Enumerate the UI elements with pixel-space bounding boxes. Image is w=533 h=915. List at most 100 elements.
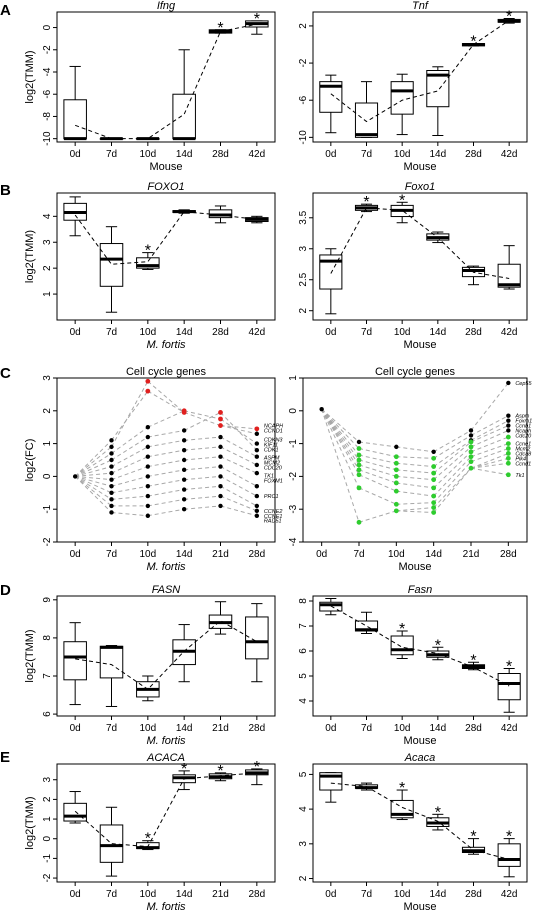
- data-point-highlight: [468, 444, 474, 450]
- data-point-highlight: [393, 501, 399, 507]
- connector-line: [396, 475, 434, 481]
- box-14d: [172, 624, 196, 683]
- chart-d-left: FASN 6 7 8 9 log2(TMM) 0d 7d 10d 14d 21d 28d M. fort…: [24, 584, 276, 747]
- x-tick-label: 0d: [70, 149, 81, 160]
- x-tick-label: 28d: [465, 723, 482, 734]
- data-point-highlight: [393, 480, 399, 486]
- gene-label: Ncaph: [515, 428, 531, 434]
- plot-frame: [56, 377, 276, 543]
- chart-title: Fasn: [408, 584, 432, 596]
- data-point-highlight: [356, 457, 362, 463]
- x-tick-label: 0d: [316, 549, 327, 560]
- y-tick-label: 8: [42, 635, 53, 641]
- data-point-highlight: [393, 454, 399, 460]
- y-tick-label: -8: [42, 112, 53, 121]
- x-axis-label: M. fortis: [146, 735, 186, 747]
- data-point: [218, 444, 223, 450]
- connector-line: [470, 415, 509, 436]
- data-point: [109, 477, 114, 482]
- connector-line: [147, 498, 185, 507]
- connector-line: [184, 456, 221, 461]
- chart-title: Ifng: [157, 0, 176, 12]
- connector-line: [220, 456, 258, 474]
- x-tick-label: 7d: [361, 723, 372, 734]
- gene-label: Ccnb1: [515, 424, 531, 430]
- connector-line: [470, 436, 509, 453]
- panel-letter-c: C: [0, 365, 11, 382]
- connector-line: [321, 408, 360, 489]
- box-iqr: [99, 645, 124, 679]
- significance-star: *: [435, 804, 441, 821]
- connector-lines: [321, 382, 509, 523]
- data-point: [254, 441, 260, 446]
- x-tick-label: 21d: [212, 723, 229, 734]
- connector-line: [184, 436, 221, 441]
- x-tick-label: 42d: [501, 327, 518, 338]
- data-point: [218, 493, 223, 499]
- y-tick-label: 3: [298, 841, 309, 847]
- x-axis-label: Mouse: [403, 901, 436, 913]
- box-iqr: [497, 673, 521, 701]
- data-point: [218, 434, 223, 440]
- y-tick-label: -10: [298, 130, 309, 145]
- data-point-highlight: [356, 467, 362, 473]
- connector-line: [433, 456, 472, 497]
- panel-letter-e: E: [0, 749, 10, 766]
- connector-line: [396, 482, 434, 489]
- x-axis-label: M. fortis: [146, 901, 186, 913]
- connector-line: [358, 510, 397, 523]
- x-tick-label: 10d: [394, 889, 411, 900]
- box-10d: [136, 252, 160, 270]
- x-tick-label: 0d: [325, 889, 336, 900]
- x-tick-label: 28d: [465, 149, 482, 160]
- box-7d: [99, 806, 124, 877]
- x-axis-label: Mouse: [149, 161, 182, 173]
- box-10d: [136, 675, 160, 702]
- connector-line: [358, 487, 397, 505]
- connector-line: [111, 436, 149, 461]
- significance-star: *: [506, 829, 512, 846]
- connector-line: [358, 469, 397, 484]
- connector-line: [75, 466, 112, 477]
- connector-line: [147, 410, 185, 428]
- x-tick-label: 10d: [394, 327, 411, 338]
- connector-line: [358, 464, 397, 477]
- data-point-highlight: [468, 454, 474, 460]
- x-tick-label: 0d: [70, 889, 81, 900]
- significance-star: *: [181, 761, 187, 778]
- connector-line: [147, 508, 185, 517]
- plot-frame: [56, 595, 276, 717]
- box-iqr: [319, 254, 343, 290]
- significance-star: *: [363, 194, 369, 211]
- box-21d: [208, 601, 233, 635]
- data-point: [109, 490, 114, 495]
- panel-letters: A B C D E: [0, 2, 11, 766]
- y-tick-label: -4: [288, 537, 299, 546]
- significance-star: *: [470, 652, 476, 669]
- y-tick-label: -2: [42, 537, 53, 546]
- data-point-highlight: [356, 472, 362, 478]
- mean-trend-line: [330, 19, 510, 123]
- data-point: [109, 470, 114, 476]
- data-point: [145, 503, 151, 509]
- gene-label: Aspm: [514, 414, 529, 420]
- y-tick-label: -6: [42, 89, 53, 98]
- data-point: [506, 413, 511, 418]
- data-point-highlight: [431, 477, 437, 483]
- data-point: [218, 503, 223, 509]
- gene-label: FOXM1: [264, 479, 283, 485]
- connector-line: [470, 443, 509, 458]
- connector-line: [147, 390, 185, 413]
- data-point: [254, 447, 260, 453]
- box-iqr: [63, 99, 87, 140]
- connector-line: [147, 380, 185, 413]
- data-point: [145, 493, 151, 499]
- data-point-highlight: [505, 434, 511, 440]
- box-iqr: [63, 641, 87, 681]
- y-tick-label: 0: [288, 408, 299, 414]
- data-point: [181, 507, 187, 512]
- chart-title: Cell cycle genes: [126, 366, 207, 378]
- box-10d: [390, 630, 414, 659]
- connector-line: [321, 408, 360, 476]
- mean-trend-line: [74, 211, 257, 265]
